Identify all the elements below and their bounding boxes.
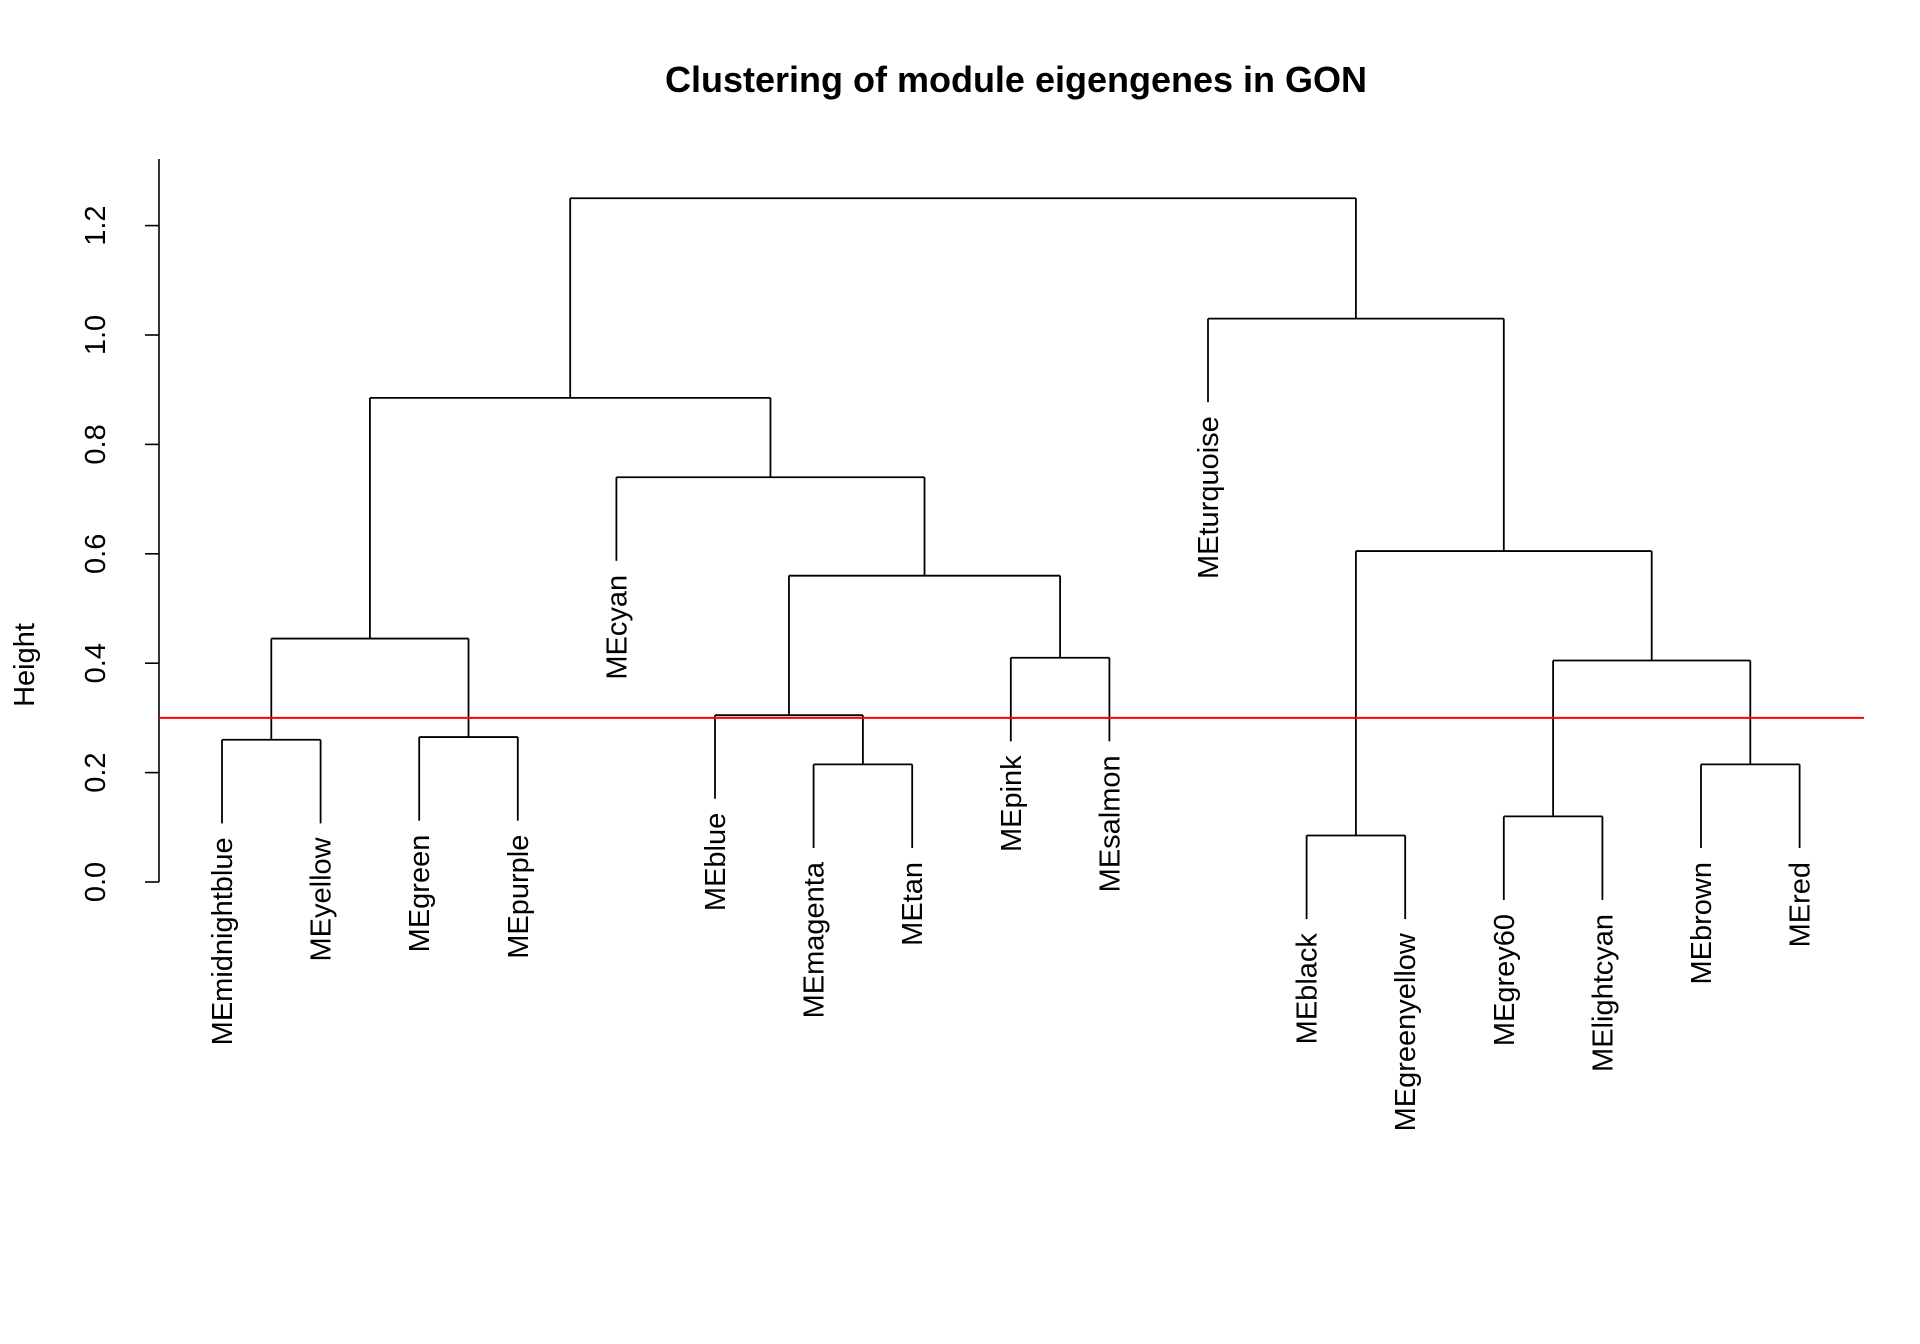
leaf-label: MEtan [897, 862, 929, 946]
leaf-label: MEgrey60 [1489, 914, 1521, 1046]
y-tick-label: 0.4 [80, 643, 112, 683]
leaf-label: MEmagenta [799, 861, 831, 1018]
y-tick-label: 0.2 [80, 752, 112, 792]
leaf-label: MEsalmon [1094, 755, 1126, 892]
leaf-label: MEgreen [404, 835, 436, 953]
leaf-labels: MEmidnightblue MEyellow MEgreen MEpurple MEc… [207, 416, 1817, 1131]
y-tick-label: 0.6 [80, 534, 112, 574]
leaf-label: MElightcyan [1587, 914, 1619, 1072]
leaf-label: MEyellow [306, 836, 338, 961]
y-axis-label: Height [9, 623, 41, 707]
leaf-label: MEblue [700, 813, 732, 911]
leaf-label: MEpink [996, 755, 1028, 852]
y-tick-label: 0.0 [80, 862, 112, 902]
leaf-label: MEgreenyellow [1390, 932, 1422, 1131]
leaf-label: MEpurple [503, 835, 535, 959]
leaf-label: MEbrown [1686, 862, 1718, 985]
y-tick-label: 1.0 [80, 315, 112, 355]
y-tick-label: 0.8 [80, 424, 112, 464]
y-tick-label: 1.2 [80, 205, 112, 245]
leaf-label: MEcyan [601, 575, 633, 680]
dendrogram-branches [221, 197, 1801, 920]
leaf-label: MEred [1785, 862, 1817, 947]
y-axis: 0.0 0.2 0.4 0.6 0.8 1.0 1.2 [80, 159, 160, 902]
chart-title: Clustering of module eigengenes in GON [665, 59, 1367, 100]
leaf-label: MEblack [1292, 933, 1324, 1045]
leaf-label: MEmidnightblue [207, 837, 239, 1045]
leaf-label: MEturquoise [1193, 416, 1225, 579]
